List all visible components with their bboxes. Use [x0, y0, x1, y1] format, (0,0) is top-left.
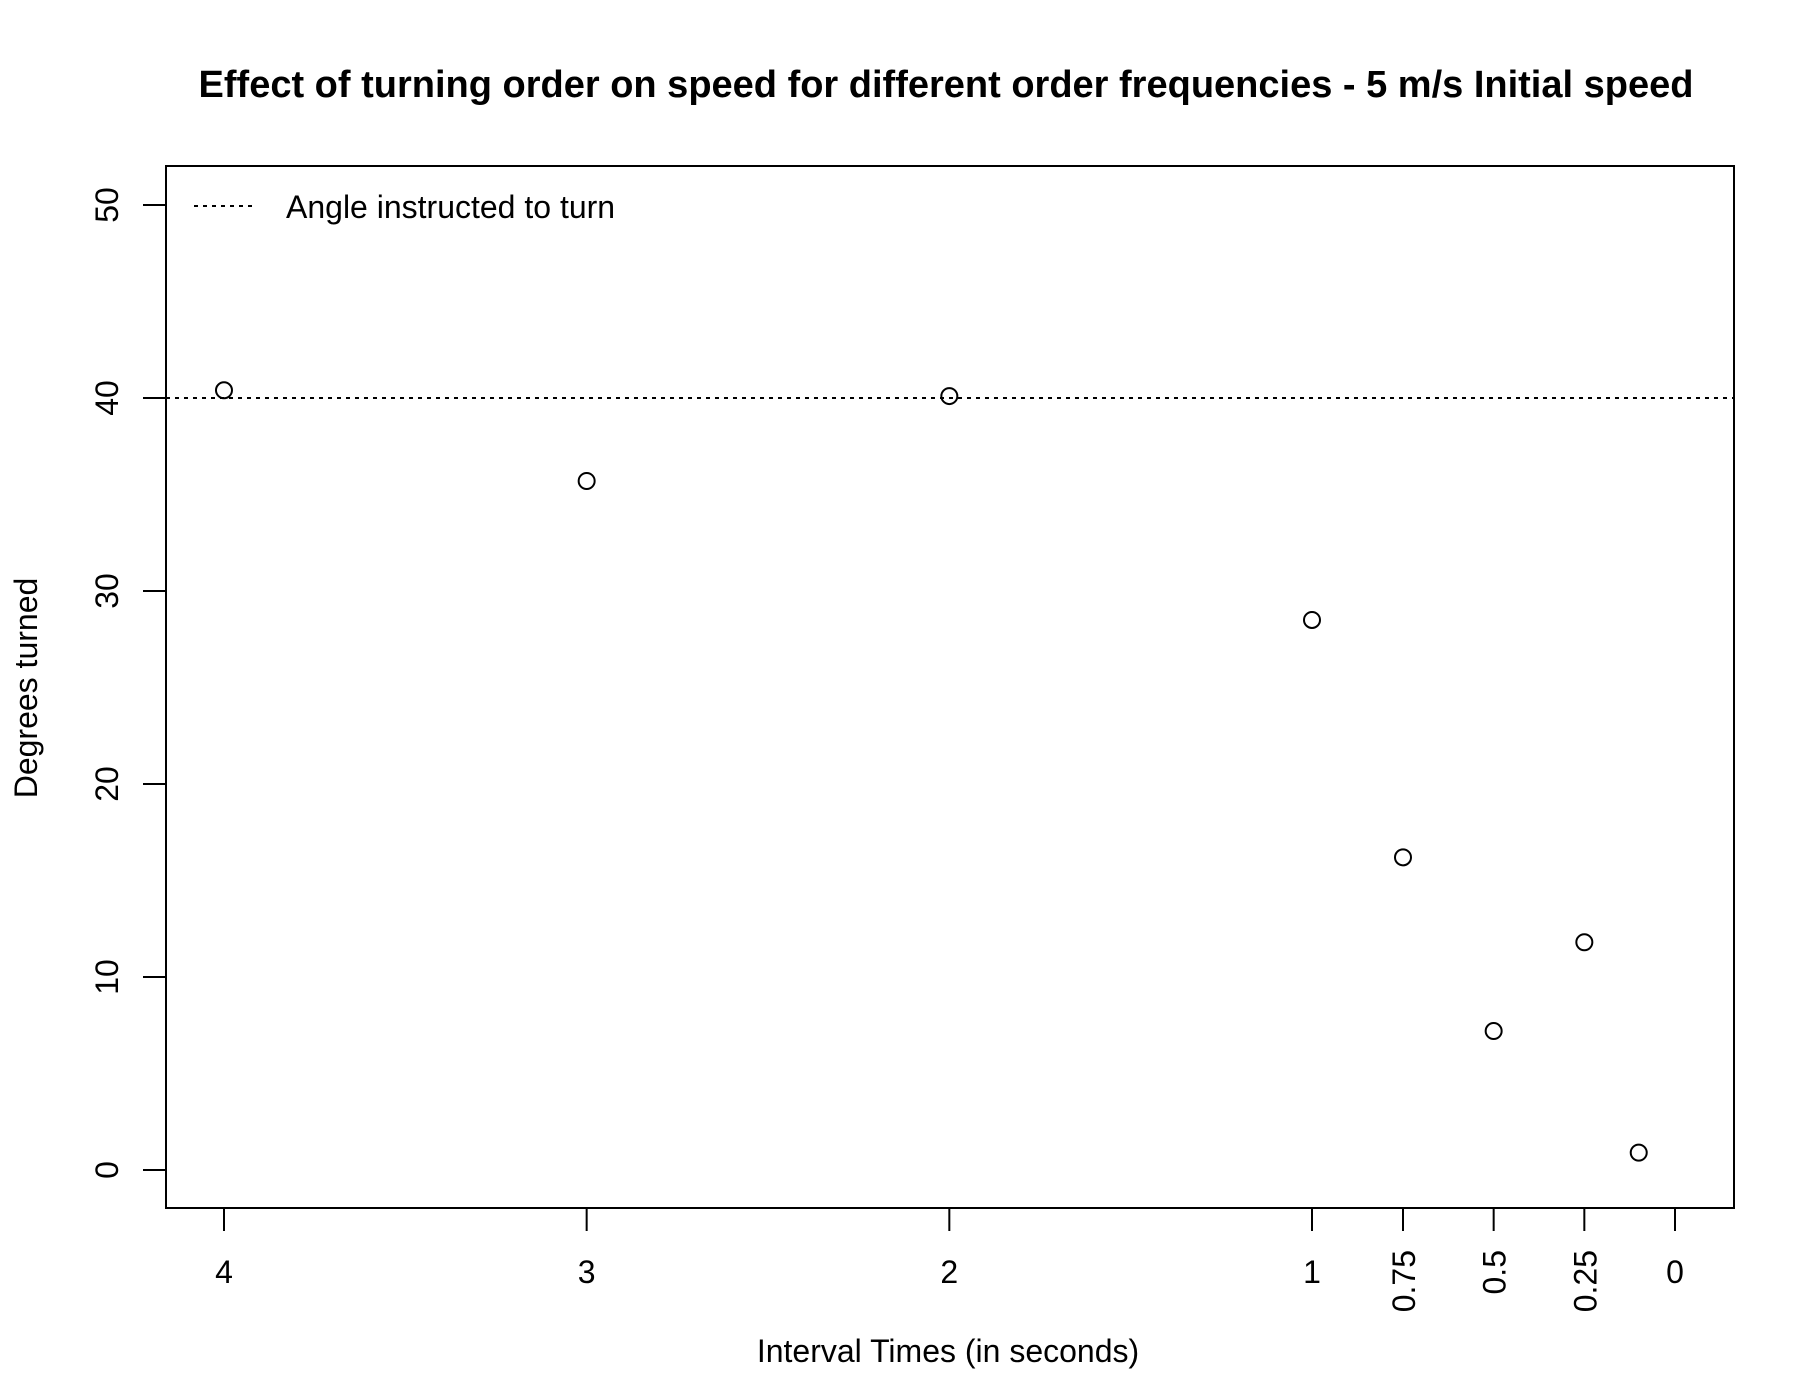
legend: Angle instructed to turn	[194, 189, 615, 225]
x-tick-label: 0.25	[1567, 1250, 1603, 1312]
plot-frame	[165, 165, 1735, 1209]
legend-entry-label: Angle instructed to turn	[286, 189, 615, 225]
y-axis-label: Degrees turned	[8, 578, 44, 799]
x-axis: 4 3 2 1 0.75 0.5 0.25 0	[215, 1207, 1684, 1312]
y-tick-label: 40	[89, 380, 125, 416]
y-tick-label: 50	[89, 187, 125, 223]
y-axis: 0 10 20 30 40 50	[89, 187, 167, 1179]
x-axis-label: Interval Times (in seconds)	[757, 1333, 1139, 1369]
data-point	[940, 387, 959, 406]
y-tick-label: 20	[89, 766, 125, 802]
data-point	[1393, 848, 1412, 867]
data-point	[214, 381, 233, 400]
x-tick-label: 4	[215, 1254, 233, 1290]
y-tick-label: 0	[89, 1161, 125, 1179]
x-tick-label: 0	[1666, 1254, 1684, 1290]
data-point	[1484, 1022, 1503, 1041]
data-point	[1629, 1143, 1648, 1162]
y-tick-label: 30	[89, 573, 125, 609]
chart-title: Effect of turning order on speed for dif…	[199, 64, 1694, 106]
x-tick-label: 0.5	[1477, 1250, 1513, 1294]
data-points	[214, 381, 1648, 1162]
x-tick-label: 3	[578, 1254, 596, 1290]
data-point	[577, 471, 596, 490]
data-point	[1575, 933, 1594, 952]
data-point	[1303, 610, 1321, 629]
x-tick-label: 2	[940, 1254, 958, 1290]
y-tick-label: 10	[89, 959, 125, 995]
x-tick-label: 0.75	[1386, 1250, 1422, 1312]
x-tick-label: 1	[1303, 1254, 1321, 1290]
